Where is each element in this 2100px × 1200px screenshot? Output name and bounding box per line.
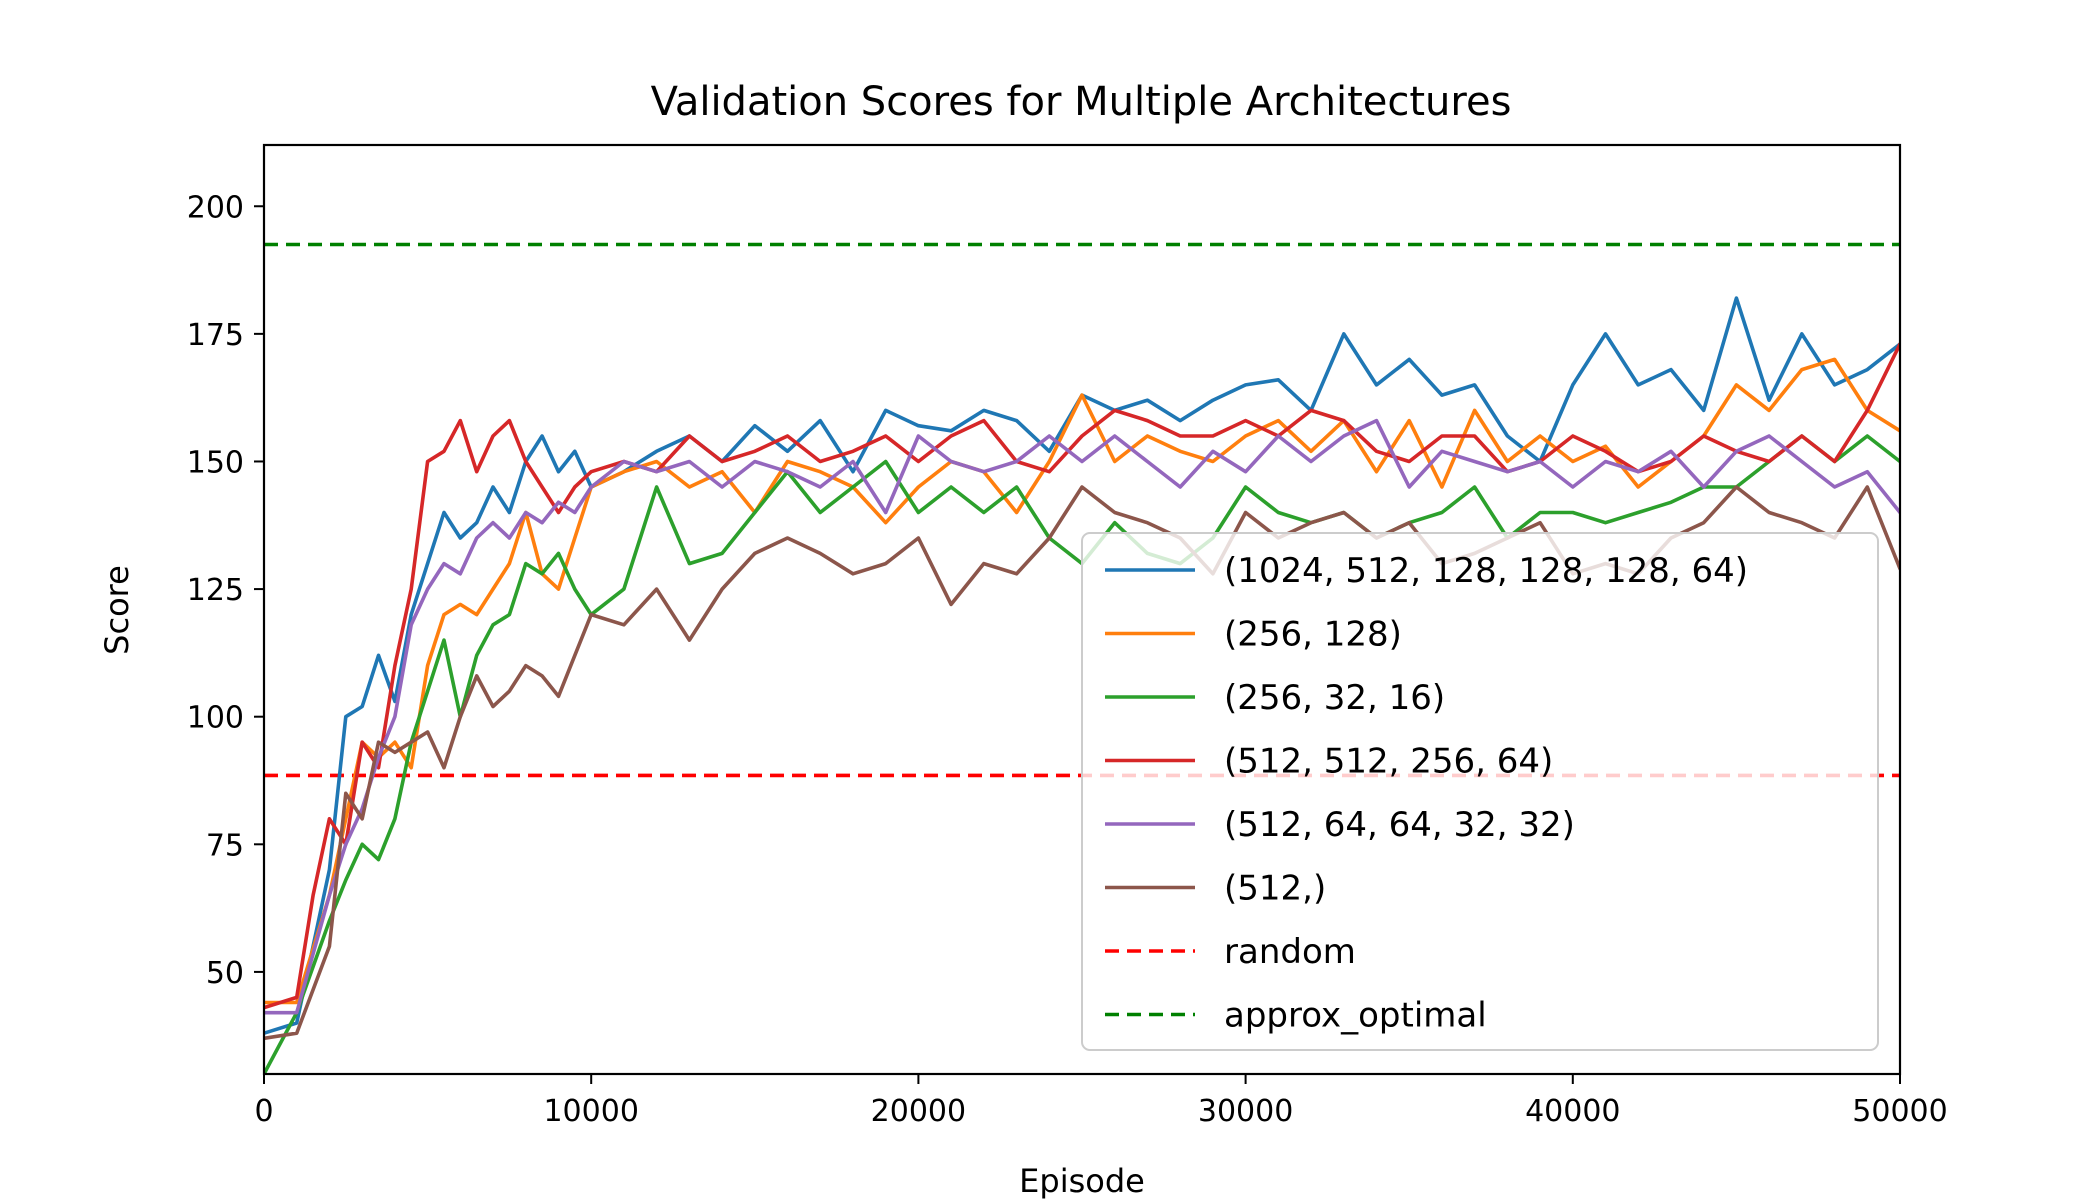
y-tick-label: 50 <box>206 956 244 991</box>
series-line-512-64-64-32-32 <box>264 418 1900 1015</box>
axis-layer: 0 10000 20000 30000 40000 50000 50 75 100 125 150 1… <box>187 190 1948 1129</box>
legend-label-256-32-16: (256, 32, 16) <box>1224 678 1445 718</box>
legend: (1024, 512, 128, 128, 128, 64) (256, 128)… <box>1081 532 1879 1051</box>
x-tick-label: 10000 <box>543 1094 638 1129</box>
chart-title: Validation Scores for Multiple Architect… <box>651 79 1512 125</box>
y-tick-label: 100 <box>187 701 244 736</box>
plot-frame <box>262 143 1902 1076</box>
y-axis-label: Score <box>98 565 136 655</box>
legend-label-512-512-256-64: (512, 512, 256, 64) <box>1224 742 1553 782</box>
y-tick-label: 175 <box>187 318 244 353</box>
x-tick-label: 30000 <box>1198 1094 1293 1129</box>
legend-label-512-64-64-32-32: (512, 64, 64, 32, 32) <box>1224 805 1575 845</box>
x-tick-label: 50000 <box>1852 1094 1947 1129</box>
y-tick-label: 75 <box>206 828 244 863</box>
x-axis-label: Episode <box>1019 1162 1145 1200</box>
y-tick-label: 150 <box>187 445 244 480</box>
legend-label-512: (512,) <box>1224 869 1326 909</box>
y-tick-label: 200 <box>187 190 244 225</box>
series-line-1024-512-128-128-128-64 <box>264 296 1900 1035</box>
legend-label-256-128: (256, 128) <box>1224 615 1402 655</box>
x-tick-label: 0 <box>254 1094 273 1129</box>
x-tick-label: 20000 <box>871 1094 966 1129</box>
legend-label-1024-512-128-128-128-64: (1024, 512, 128, 128, 128, 64) <box>1224 551 1748 591</box>
y-tick-label: 125 <box>187 573 244 608</box>
legend-label-approx-optimal: approx_optimal <box>1224 996 1487 1036</box>
x-tick-label: 40000 <box>1525 1094 1620 1129</box>
legend-box <box>1081 532 1879 1051</box>
legend-label-random: random <box>1224 932 1356 972</box>
series-line-256-32-16 <box>264 434 1900 1074</box>
